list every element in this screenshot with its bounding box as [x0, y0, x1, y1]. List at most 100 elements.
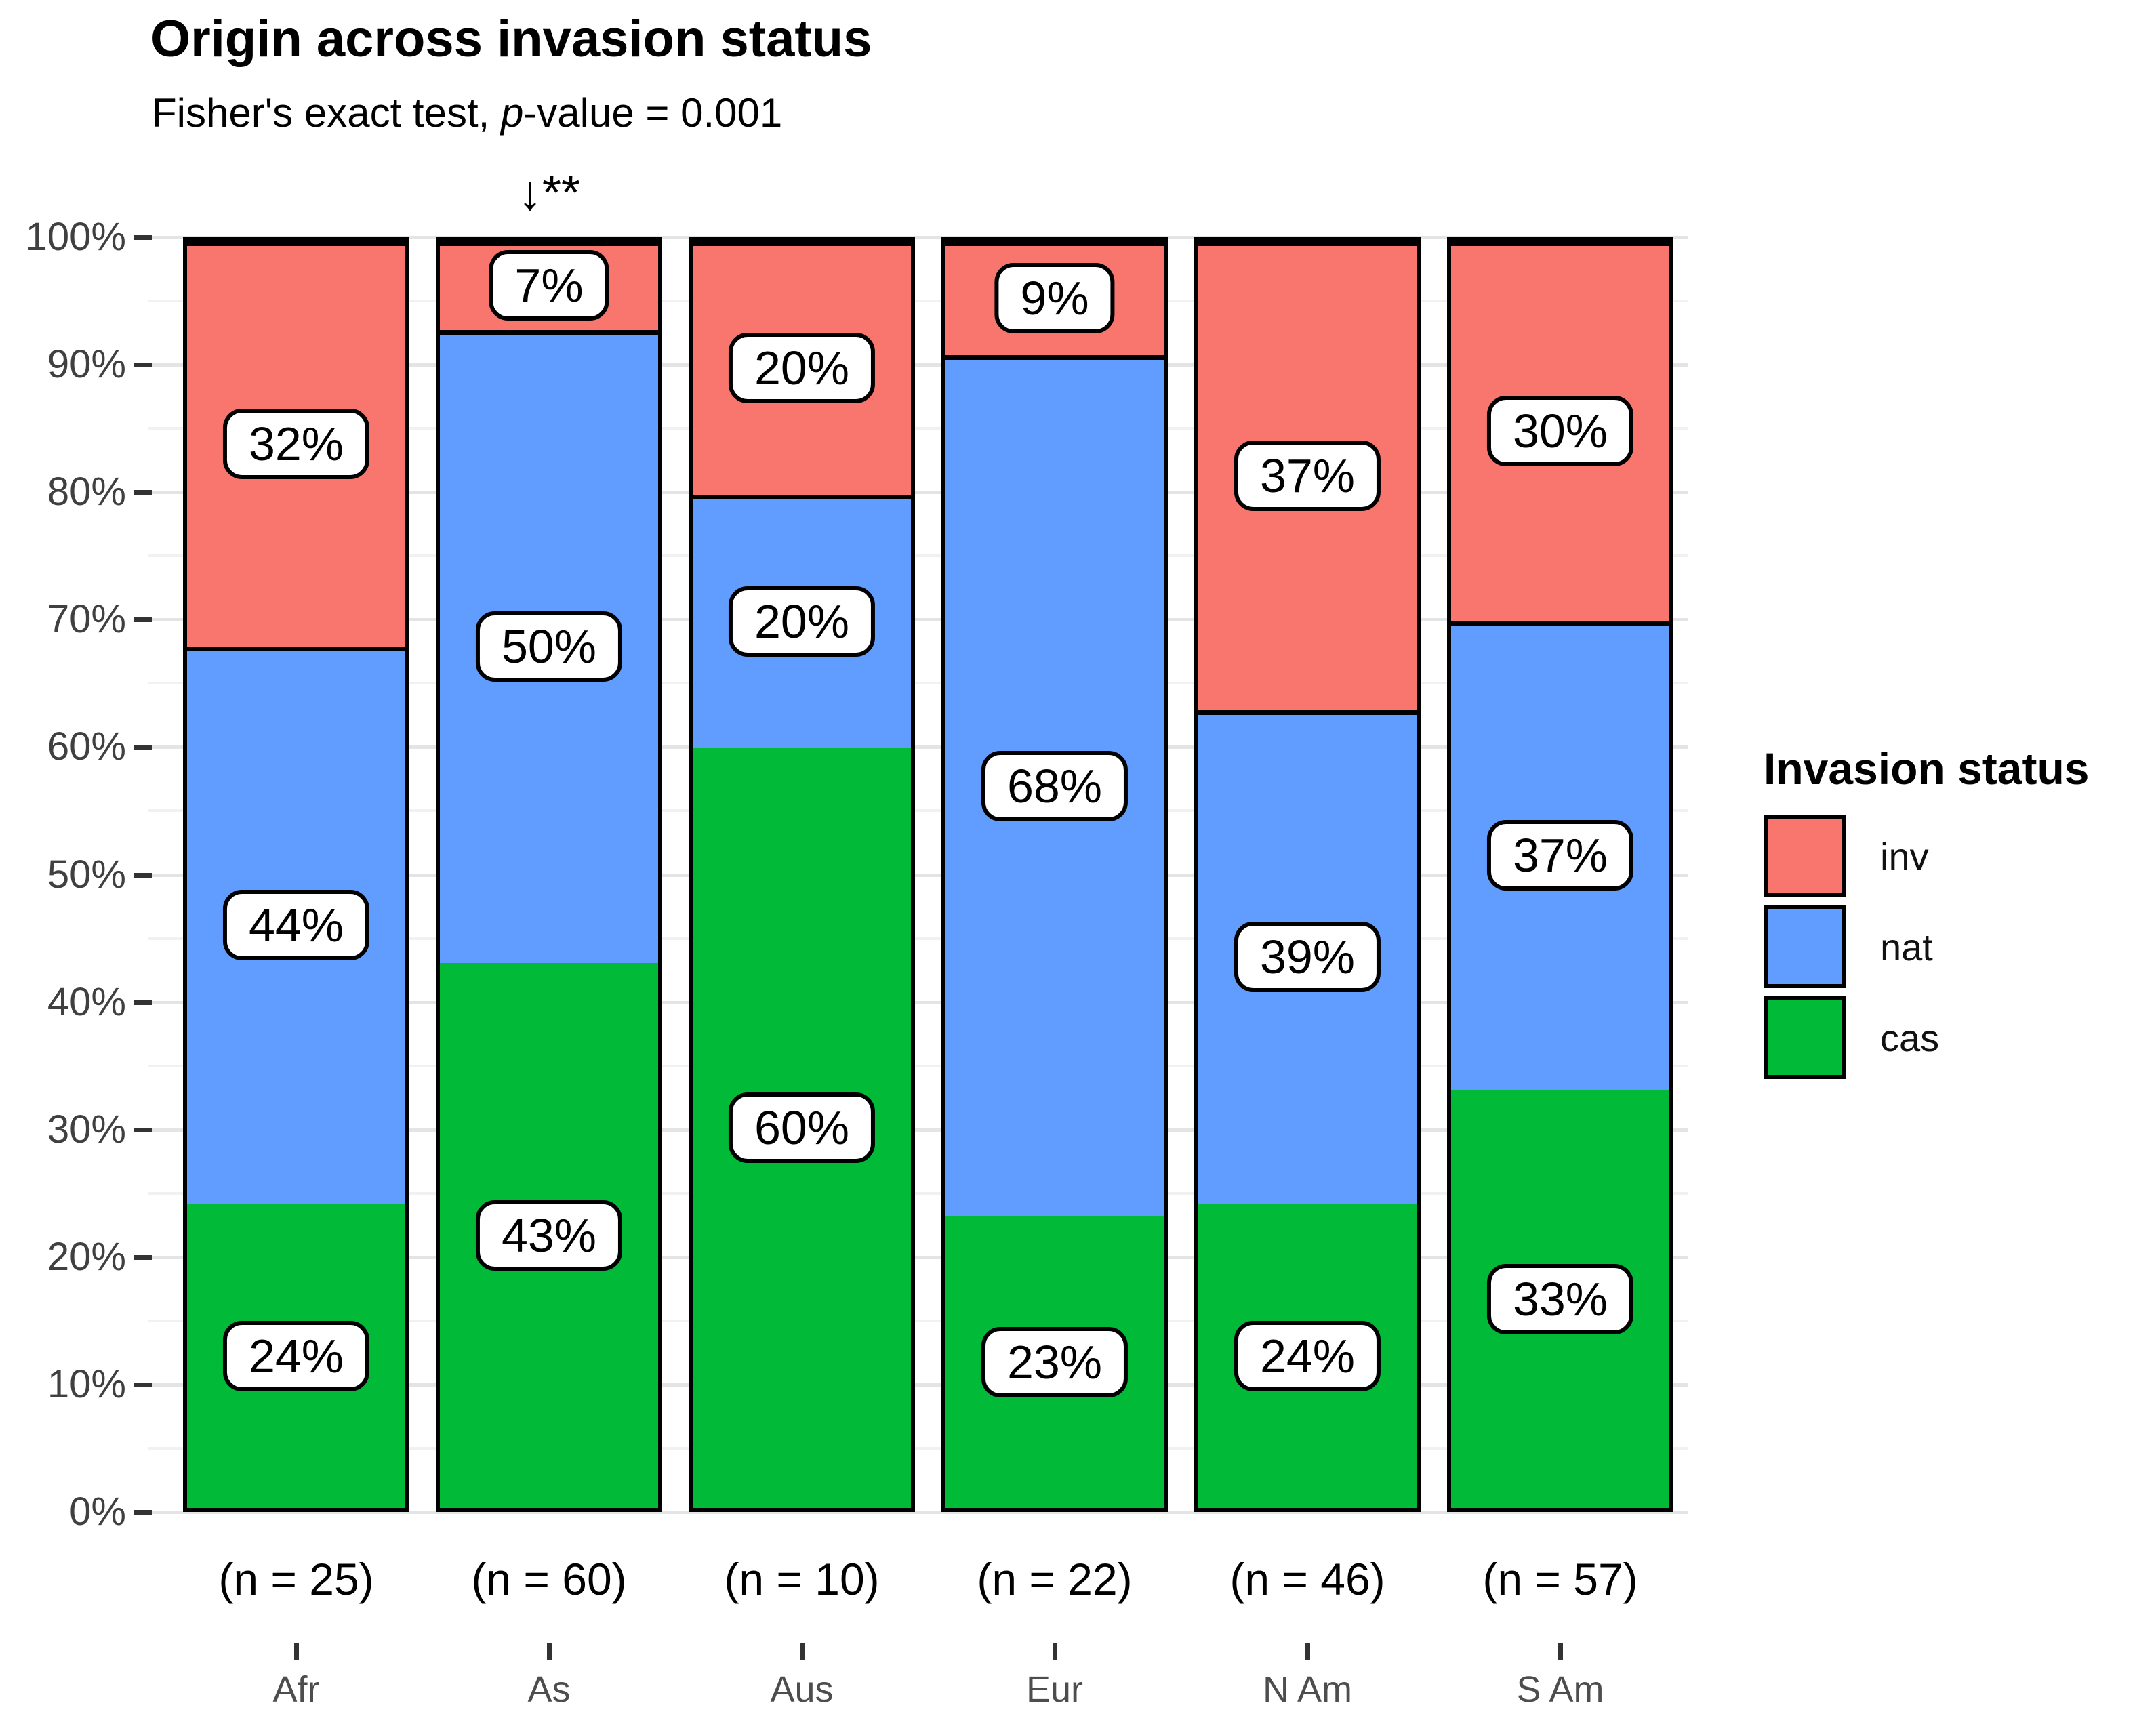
y-axis-tick-label: 90%	[47, 342, 126, 387]
gridline-major	[148, 1511, 1688, 1514]
segment-value-label: 37%	[1234, 440, 1381, 511]
gridline-minor	[148, 554, 1688, 558]
legend-title: Invasion status	[1764, 743, 2090, 794]
segment-value-label: 60%	[728, 1092, 876, 1164]
y-axis-tick	[134, 1382, 152, 1387]
y-axis-tick	[134, 745, 152, 750]
segment-value-label: 44%	[222, 890, 370, 961]
x-axis-category-label: S Am	[1516, 1669, 1604, 1710]
gridline-minor	[148, 1446, 1688, 1450]
gridline-major	[148, 618, 1688, 622]
gridline-major	[148, 1255, 1688, 1259]
y-axis-tick	[134, 1127, 152, 1132]
x-axis-category-label: Eur	[1025, 1669, 1084, 1710]
segment-value-label: 24%	[222, 1320, 370, 1391]
stacked-bar-aus: 60% 20% 20%	[689, 237, 915, 1512]
segment-value-label: 30%	[1486, 396, 1634, 467]
segment-value-label: 33%	[1486, 1263, 1634, 1334]
legend: inv nat cas	[1764, 815, 1939, 1079]
gridline-minor	[148, 682, 1688, 685]
legend-swatch-cas	[1764, 996, 1846, 1079]
y-axis-tick-label: 40%	[47, 979, 126, 1024]
gridline-minor	[148, 300, 1688, 303]
x-axis-tick	[294, 1643, 299, 1660]
x-axis-tick	[1053, 1643, 1057, 1660]
x-axis-category-label: As	[527, 1669, 571, 1710]
legend-item-inv: inv	[1764, 815, 1939, 897]
legend-item-nat: nat	[1764, 905, 1939, 988]
chart-subtitle: Fisher's exact test, p-value = 0.001	[152, 89, 782, 136]
y-axis-tick-label: 50%	[47, 852, 126, 897]
gridline-minor	[148, 937, 1688, 940]
stacked-bar-afr: 24% 44% 32%	[183, 237, 409, 1512]
stacked-bar-s-am: 33% 37% 30%	[1447, 237, 1673, 1512]
segment-value-label: 7%	[489, 250, 609, 321]
plot-panel: 24% 44% 32% 43% 50% 7% 60% 20% 20% 23% 68% 9% 24% 39%…	[148, 236, 1688, 1514]
sample-size-label: (n = 25)	[218, 1554, 374, 1604]
y-axis-tick	[134, 363, 152, 368]
y-axis-tick-label: 100%	[25, 215, 126, 259]
y-axis-tick-label: 20%	[47, 1234, 126, 1279]
legend-label-cas: cas	[1880, 1016, 1940, 1059]
y-axis-tick	[134, 490, 152, 495]
subtitle-p-italic: p	[500, 90, 524, 136]
gridline-minor	[148, 427, 1688, 430]
significance-annotation: ↓**	[517, 166, 581, 220]
stacked-bar-as: 43% 50% 7%	[436, 237, 662, 1512]
stacked-bar-n-am: 24% 39% 37%	[1194, 237, 1421, 1512]
gridline-major	[148, 1000, 1688, 1004]
sample-size-label: (n = 10)	[724, 1554, 880, 1604]
x-axis-category-label: Afr	[272, 1669, 320, 1710]
legend-swatch-nat	[1764, 905, 1846, 988]
segment-value-label: 50%	[475, 611, 623, 682]
segment-value-label: 68%	[981, 750, 1128, 821]
x-axis-category-label: N Am	[1262, 1669, 1353, 1710]
gridline-major	[148, 491, 1688, 495]
segment-value-label: 20%	[728, 332, 876, 403]
sample-size-label: (n = 46)	[1229, 1554, 1385, 1604]
gridline-minor	[148, 1319, 1688, 1322]
y-axis-tick	[134, 235, 152, 240]
y-axis-tick-label: 70%	[47, 597, 126, 642]
y-axis-tick-label: 80%	[47, 470, 126, 514]
y-axis-tick-label: 10%	[47, 1362, 126, 1406]
gridline-major	[148, 745, 1688, 750]
segment-value-label: 9%	[994, 263, 1115, 334]
segment-value-label: 20%	[728, 586, 876, 657]
y-axis-tick	[134, 1254, 152, 1260]
segment-value-label: 24%	[1234, 1320, 1381, 1391]
chart-title: Origin across invasion status	[150, 10, 872, 68]
y-axis-tick	[134, 617, 152, 623]
y-axis-tick	[134, 1510, 152, 1515]
gridline-major	[148, 236, 1688, 239]
x-axis-tick	[800, 1643, 805, 1660]
y-axis-tick-label: 0%	[69, 1490, 126, 1534]
segment-value-label: 37%	[1486, 820, 1634, 891]
sample-size-label: (n = 22)	[977, 1554, 1133, 1604]
gridline-major	[148, 1383, 1688, 1387]
x-axis-tick	[1558, 1643, 1563, 1660]
sample-size-label: (n = 57)	[1482, 1554, 1638, 1604]
segment-value-label: 32%	[222, 409, 370, 480]
legend-item-cas: cas	[1764, 996, 1939, 1079]
legend-label-inv: inv	[1880, 834, 1929, 878]
subtitle-rest: -value = 0.001	[523, 90, 783, 136]
gridline-major	[148, 363, 1688, 367]
legend-label-nat: nat	[1880, 925, 1933, 968]
gridline-minor	[148, 1191, 1688, 1195]
y-axis-tick-label: 30%	[47, 1107, 126, 1151]
segment-value-label: 43%	[475, 1200, 623, 1271]
legend-swatch-inv	[1764, 815, 1846, 897]
sample-size-label: (n = 60)	[471, 1554, 627, 1604]
y-axis-tick	[134, 872, 152, 878]
gridline-major	[148, 1128, 1688, 1132]
gridline-major	[148, 873, 1688, 877]
subtitle-prefix: Fisher's exact test,	[152, 90, 501, 136]
y-axis-tick-label: 60%	[47, 724, 126, 769]
stacked-bar-eur: 23% 68% 9%	[941, 237, 1168, 1512]
x-axis-tick	[1305, 1643, 1310, 1660]
gridline-minor	[148, 809, 1688, 813]
segment-value-label: 39%	[1234, 922, 1381, 992]
x-axis-category-label: Aus	[770, 1669, 834, 1710]
